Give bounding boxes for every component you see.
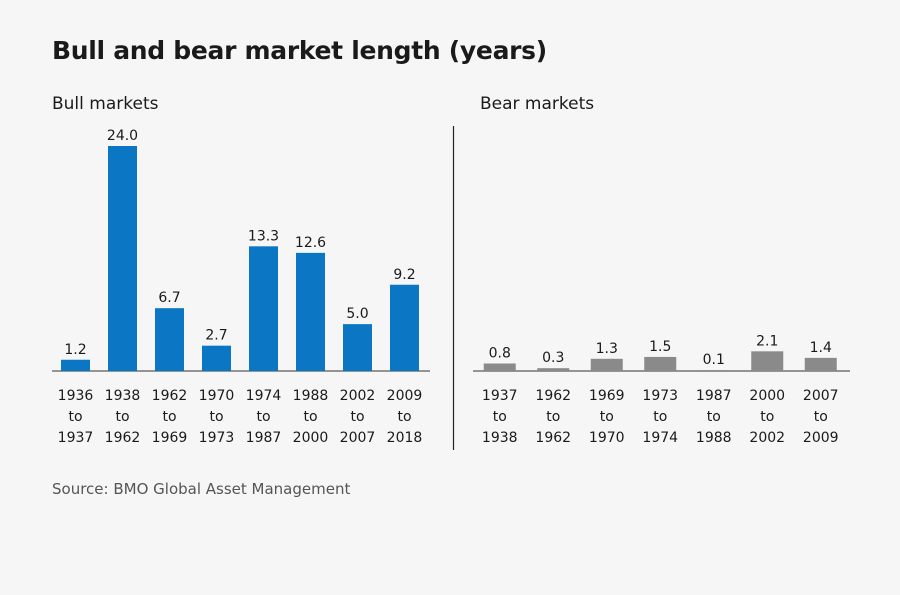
bull-category-label: 2002 xyxy=(340,388,376,404)
bear-category-label: 1988 xyxy=(696,430,732,446)
bear-category-label: to xyxy=(600,409,614,425)
bull-category-label: 1987 xyxy=(246,430,282,446)
bear-bar xyxy=(483,363,516,371)
bull-category-label: to xyxy=(115,409,129,425)
bull-value-label: 9.2 xyxy=(393,267,415,283)
bear-markets-title: Bear markets xyxy=(480,94,595,114)
bull-bar xyxy=(296,252,325,371)
bull-value-label: 13.3 xyxy=(248,228,279,244)
bull-category-label: 1938 xyxy=(105,388,141,404)
bear-value-label: 0.8 xyxy=(489,346,511,362)
bear-category-label: 1937 xyxy=(482,388,518,404)
chart-title: Bull and bear market length (years) xyxy=(52,36,547,65)
bull-value-label: 12.6 xyxy=(295,235,326,251)
bear-value-label: 0.3 xyxy=(542,350,564,366)
bear-bar xyxy=(644,356,677,371)
bull-category-label: 1937 xyxy=(58,430,94,446)
bear-category-label: to xyxy=(707,409,721,425)
bear-category-label: 1962 xyxy=(535,430,571,446)
bull-category-label: 1970 xyxy=(199,388,235,404)
bear-bar xyxy=(697,370,730,371)
bull-category-label: 1962 xyxy=(105,430,141,446)
bull-bar xyxy=(202,345,231,371)
bear-value-label: 1.4 xyxy=(810,340,832,356)
bull-value-label: 5.0 xyxy=(346,306,368,322)
bull-bar xyxy=(343,324,372,371)
bear-category-label: 1987 xyxy=(696,388,732,404)
bull-category-label: to xyxy=(397,409,411,425)
bull-bar xyxy=(61,359,90,371)
bear-bar xyxy=(537,368,570,371)
bull-category-label: 1988 xyxy=(293,388,329,404)
bear-category-label: to xyxy=(493,409,507,425)
bull-value-label: 1.2 xyxy=(64,342,86,358)
bear-category-label: to xyxy=(760,409,774,425)
bull-category-label: 1962 xyxy=(152,388,188,404)
bull-category-label: 2007 xyxy=(340,430,376,446)
bull-category-label: to xyxy=(68,409,82,425)
bear-category-label: 2002 xyxy=(749,430,785,446)
source-note: Source: BMO Global Asset Management xyxy=(52,480,351,498)
bull-bar xyxy=(108,146,137,371)
bear-value-label: 1.5 xyxy=(649,339,671,355)
bull-bar xyxy=(249,246,278,371)
bear-category-label: to xyxy=(653,409,667,425)
bear-category-label: 1974 xyxy=(642,430,678,446)
bear-value-label: 1.3 xyxy=(596,341,618,357)
bear-category-label: 1938 xyxy=(482,430,518,446)
bull-category-label: to xyxy=(303,409,317,425)
bull-category-label: to xyxy=(256,409,270,425)
bull-value-label: 2.7 xyxy=(205,328,227,344)
bear-category-label: 2009 xyxy=(803,430,839,446)
bear-category-label: 1970 xyxy=(589,430,625,446)
bear-category-label: to xyxy=(546,409,560,425)
bull-category-label: 1974 xyxy=(246,388,282,404)
bear-category-label: to xyxy=(814,409,828,425)
bear-bar xyxy=(590,358,623,371)
bull-value-label: 24.0 xyxy=(107,128,138,144)
bull-category-label: to xyxy=(162,409,176,425)
bull-category-label: 2000 xyxy=(293,430,329,446)
bear-category-label: 1969 xyxy=(589,388,625,404)
bull-category-label: 1936 xyxy=(58,388,94,404)
bull-category-label: 2018 xyxy=(387,430,423,446)
bull-category-label: 1969 xyxy=(152,430,188,446)
bull-bar xyxy=(390,284,419,371)
bear-category-label: 1973 xyxy=(642,388,678,404)
bear-value-label: 0.1 xyxy=(703,352,725,368)
bull-category-label: 1973 xyxy=(199,430,235,446)
bull-value-label: 6.7 xyxy=(158,290,180,306)
bear-category-label: 1962 xyxy=(535,388,571,404)
bull-category-label: 2009 xyxy=(387,388,423,404)
bull-markets-title: Bull markets xyxy=(52,94,159,114)
bear-bar xyxy=(751,351,784,371)
bull-category-label: to xyxy=(350,409,364,425)
bull-bar xyxy=(155,308,184,371)
bear-category-label: 2007 xyxy=(803,388,839,404)
bear-bar xyxy=(804,357,837,371)
bear-value-label: 2.1 xyxy=(756,333,778,349)
bull-category-label: to xyxy=(209,409,223,425)
bear-category-label: 2000 xyxy=(749,388,785,404)
